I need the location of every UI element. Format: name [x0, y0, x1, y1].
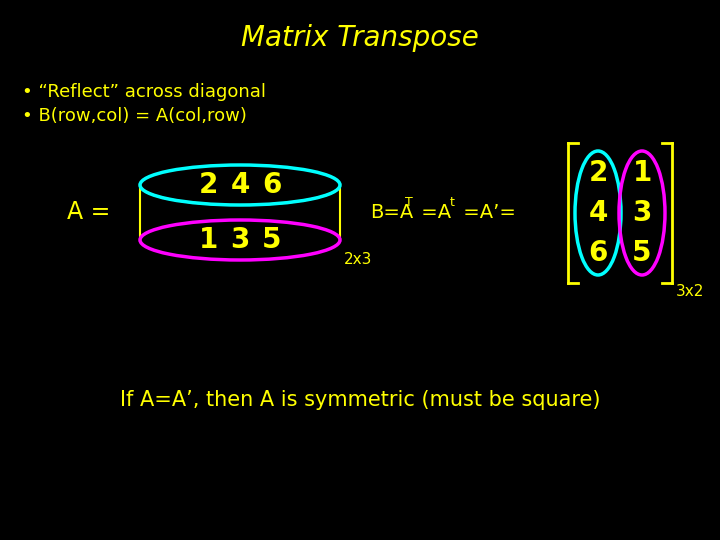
- Text: 3: 3: [632, 199, 652, 227]
- Text: 4: 4: [230, 171, 250, 199]
- Text: 6: 6: [588, 239, 608, 267]
- Text: 3: 3: [230, 226, 250, 254]
- Text: t: t: [450, 197, 455, 210]
- Text: T: T: [405, 197, 413, 210]
- Text: 2: 2: [588, 159, 608, 187]
- Text: 6: 6: [262, 171, 282, 199]
- Text: =A: =A: [415, 202, 451, 221]
- Text: 1: 1: [199, 226, 217, 254]
- Text: 4: 4: [588, 199, 608, 227]
- Text: 2: 2: [198, 171, 217, 199]
- Text: B=A: B=A: [370, 202, 413, 221]
- Text: 1: 1: [632, 159, 652, 187]
- Text: Matrix Transpose: Matrix Transpose: [241, 24, 479, 52]
- Text: 2x3: 2x3: [344, 253, 372, 267]
- Text: • B(row,col) = A(col,row): • B(row,col) = A(col,row): [22, 107, 247, 125]
- Text: =A’=: =A’=: [457, 202, 516, 221]
- Text: A =: A =: [67, 200, 118, 224]
- Text: 5: 5: [262, 226, 282, 254]
- Text: If A=A’, then A is symmetric (must be square): If A=A’, then A is symmetric (must be sq…: [120, 390, 600, 410]
- Text: 5: 5: [632, 239, 652, 267]
- Text: 3x2: 3x2: [676, 284, 704, 299]
- Text: • “Reflect” across diagonal: • “Reflect” across diagonal: [22, 83, 266, 101]
